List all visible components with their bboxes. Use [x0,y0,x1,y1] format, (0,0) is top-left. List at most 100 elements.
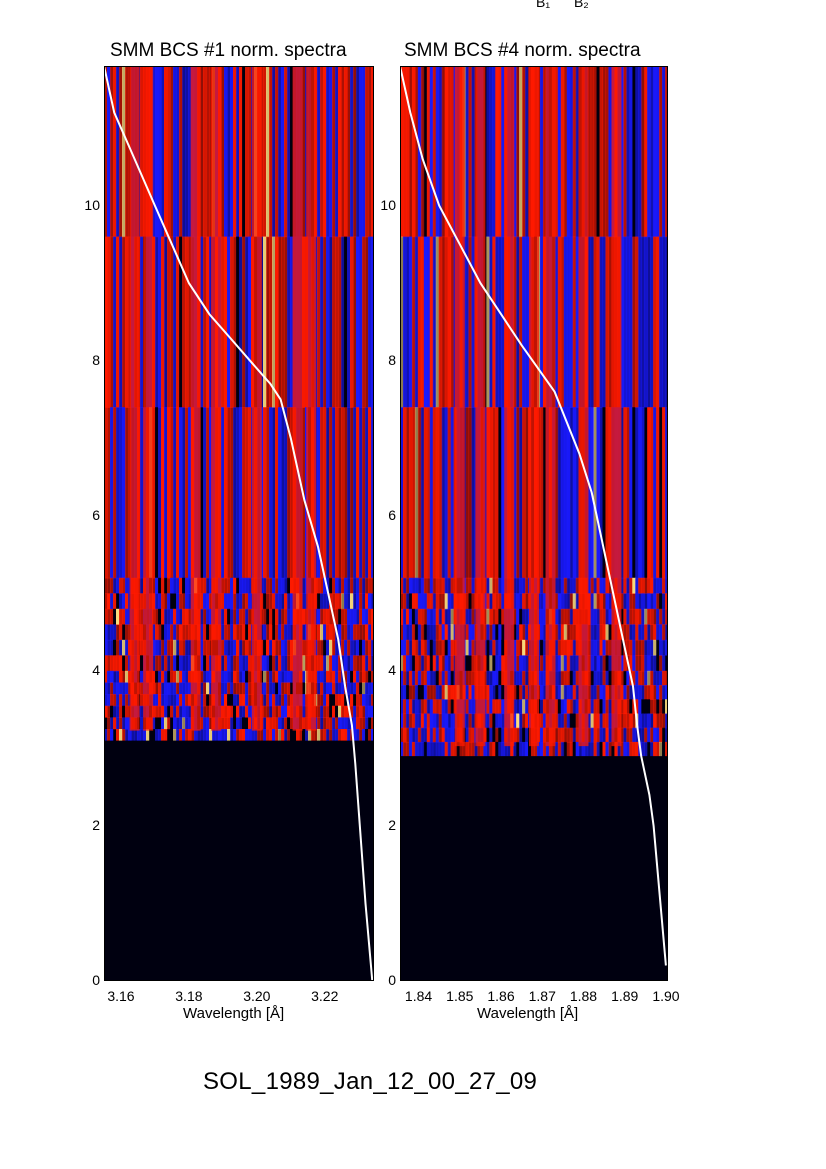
heatmap-cell [281,694,285,707]
heatmap-cell [644,685,648,700]
heatmap-cell [566,685,571,700]
heatmap-cell [572,699,577,715]
heatmap-cell [140,66,144,238]
heatmap-cell [350,624,354,641]
heatmap-cell [650,655,654,672]
heatmap-cell [483,741,487,757]
heatmap-cell [176,66,180,238]
heatmap-cell [116,705,120,718]
heatmap-cell [137,728,141,742]
heatmap-cell [420,593,425,610]
heatmap-cell [221,728,225,742]
heatmap-cell [269,236,273,408]
heatmap-cell [275,705,279,718]
heatmap-cell [560,713,565,729]
heatmap-cell [542,407,547,579]
heatmap-cell [411,741,416,757]
heatmap-cell [356,682,360,695]
heatmap-cell [176,577,180,594]
heatmap-cell [605,685,610,700]
heatmap-cell [486,741,490,757]
no-data-region [104,740,374,981]
heatmap-cell [414,670,419,686]
heatmap-cell [441,593,446,610]
x-tick-label: 3.18 [175,988,203,1004]
heatmap-cell [356,66,360,238]
heatmap-cell [400,699,404,715]
heatmap-cell [245,236,249,408]
heatmap-cell [344,624,348,641]
heatmap-cell [317,682,321,695]
y-tick-label: 10 [380,196,396,213]
heatmap-cell [287,407,291,579]
heatmap-cell [405,741,410,757]
heatmap-cell [167,655,171,672]
heatmap-cell [323,593,327,610]
heatmap-cell [239,407,243,579]
heatmap-cell [402,655,407,672]
heatmap-cell [563,66,568,238]
heatmap-cell [572,741,577,757]
heatmap-cell [122,593,126,610]
heatmap-cell [119,608,123,625]
heatmap-cell [402,407,407,579]
heatmap-cell [590,685,595,700]
heatmap-cell [638,66,642,238]
heatmap-cell [426,608,431,625]
heatmap-cell [602,670,607,686]
heatmap-cell [116,577,120,594]
heatmap-cell [522,407,526,579]
heatmap-cell [263,66,267,238]
heatmap-cell [227,593,231,610]
heatmap-cell [326,717,330,730]
heatmap-cell [596,727,601,743]
heatmap-cell [245,717,249,730]
heatmap-cell [659,577,663,594]
spectral-line-column [190,66,201,731]
heatmap-cell [575,66,580,238]
heatmap-cell [107,639,111,656]
heatmap-cell [495,608,499,625]
heatmap-cell [104,639,108,656]
heatmap-cell [468,727,473,743]
heatmap-cell [263,682,267,695]
heatmap-cell [230,66,234,238]
heatmap-cell [200,728,204,742]
heatmap-cell [608,577,613,594]
heatmap-cell [245,728,249,742]
heatmap-cell [519,685,523,700]
heatmap-cell [347,694,351,707]
heatmap-cell [179,682,183,695]
heatmap-cell [554,66,559,238]
heatmap-cell [173,624,177,641]
heatmap-cell [209,624,213,641]
no-data-region [400,756,668,981]
heatmap-cell [566,66,571,238]
heatmap-cell [620,670,624,686]
heatmap-cell [471,713,476,729]
heatmap-cell [269,608,273,625]
heatmap-cell [450,593,455,610]
heatmap-cell [450,670,455,686]
heatmap-cell [489,608,493,625]
heatmap-cell [656,727,660,743]
heatmap-cell [492,639,496,656]
heatmap-cell [347,236,351,408]
heatmap-cell [429,639,434,656]
heatmap-cell [266,705,270,718]
heatmap-cell [653,577,657,594]
heatmap-cell [432,655,437,672]
heatmap-cell [338,705,342,718]
heatmap-cell [542,713,547,729]
heatmap-cell [486,639,490,656]
heatmap-cell [623,66,627,238]
heatmap-cell [173,728,177,742]
heatmap-cell [365,705,369,718]
heatmap-cell [566,727,571,743]
heatmap-cell [239,694,243,707]
heatmap-cell [501,670,505,686]
heatmap-cell [113,593,117,610]
heatmap-cell [284,66,288,238]
heatmap-cell [164,705,168,718]
heatmap-cell [188,608,192,625]
